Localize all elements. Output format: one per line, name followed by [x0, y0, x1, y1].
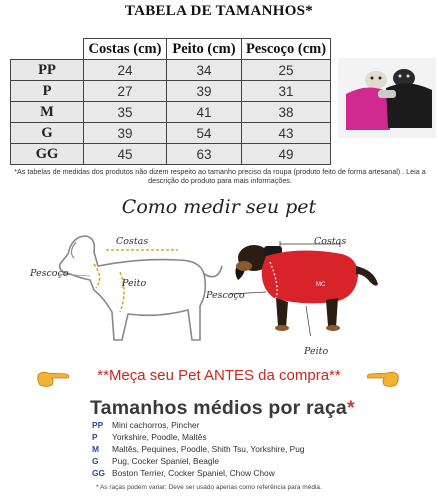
- breed-code: PP: [92, 420, 104, 430]
- table-row: P 27 39 31: [10, 80, 331, 102]
- header-peito: Peito (cm): [166, 38, 242, 60]
- svg-text:MC: MC: [316, 282, 326, 288]
- table-cell: 39: [83, 122, 167, 144]
- breed-text: Mini cachorros, Pincher: [112, 420, 200, 430]
- diagram-peito-label: Peito: [122, 278, 147, 289]
- size-label: PP: [10, 59, 84, 81]
- dog-head: [393, 69, 415, 87]
- size-label: M: [10, 101, 84, 123]
- table-cell: 43: [241, 122, 331, 144]
- table-cell: 24: [83, 59, 167, 81]
- table-cell: 31: [241, 80, 331, 102]
- how-to-title: Como medir seu pet: [121, 196, 317, 218]
- list-item: GG Boston Terrier, Cocker Spaniel, Chow C…: [92, 468, 275, 478]
- list-item: PP Mini cachorros, Pincher: [92, 420, 200, 430]
- dog-head: [365, 71, 387, 89]
- footnote: * As raças podem variar; Deve ser usado …: [96, 484, 322, 491]
- table-corner: [10, 38, 84, 60]
- size-table: Costas (cm) Peito (cm) Pescoço (cm) PP 2…: [10, 38, 331, 165]
- list-item: P Yorkshire, Poodle, Maltês: [92, 432, 207, 442]
- table-cell: 39: [166, 80, 242, 102]
- breed-text: Boston Terrier, Cocker Spaniel, Chow Cho…: [112, 468, 275, 478]
- table-cell: 25: [241, 59, 331, 81]
- breed-code: GG: [92, 468, 106, 478]
- breeds-title-text: Tamanhos médios por raça: [90, 397, 347, 419]
- table-cell: 38: [241, 101, 331, 123]
- table-cell: 35: [83, 101, 167, 123]
- header-costas: Costas (cm): [83, 38, 167, 60]
- photo-costas-label: Costas: [314, 236, 347, 247]
- photo-pescoco-label: Pescoço: [206, 290, 245, 301]
- size-label: P: [10, 80, 84, 102]
- photo-peito-label: Peito: [304, 346, 329, 357]
- pointing-hand-right-icon: [37, 371, 70, 387]
- header-pescoco: Pescoço (cm): [241, 38, 331, 60]
- breed-code: G: [92, 456, 99, 466]
- table-row: GG 45 63 49: [10, 143, 331, 165]
- table-cell: 34: [166, 59, 242, 81]
- breeds-title: Tamanhos médios por raça*: [90, 397, 355, 420]
- table-cell: 63: [166, 143, 242, 165]
- breed-text: Yorkshire, Poodle, Maltês: [112, 432, 207, 442]
- list-item: G Pug, Cocker Spaniel, Beagle: [92, 456, 219, 466]
- product-photo: [338, 58, 436, 138]
- breed-code: M: [92, 444, 99, 454]
- table-cell: 49: [241, 143, 331, 165]
- breeds-title-star: *: [346, 397, 355, 419]
- table-cell: 45: [83, 143, 167, 165]
- measure-warning: **Meça seu Pet ANTES da compra**: [97, 367, 341, 384]
- size-label: G: [10, 122, 84, 144]
- page-title: TABELA DE TAMANHOS*: [124, 3, 314, 19]
- breed-code: P: [92, 432, 98, 442]
- list-item: M Maltês, Pequines, Poodle, Shith Tsu, Yo…: [92, 444, 305, 454]
- table-cell: 27: [83, 80, 167, 102]
- size-label: GG: [10, 143, 84, 165]
- diagram-costas-label: Costas: [116, 236, 149, 247]
- black-sweater: [386, 83, 432, 128]
- disclaimer-text: *As tabelas de medidas dos produtos não …: [14, 167, 426, 185]
- table-row: PP 24 34 25: [10, 59, 331, 81]
- table-cell: 54: [166, 122, 242, 144]
- pink-sweater: [346, 87, 390, 130]
- dog-photo: MC: [230, 241, 378, 336]
- breed-text: Maltês, Pequines, Poodle, Shith Tsu, Yor…: [112, 444, 305, 454]
- pointing-hand-left-icon: [366, 371, 399, 387]
- size-table-header: Costas (cm) Peito (cm) Pescoço (cm): [10, 38, 331, 60]
- dog-outline-diagram: [57, 235, 223, 341]
- breed-text: Pug, Cocker Spaniel, Beagle: [112, 456, 220, 466]
- table-row: M 35 41 38: [10, 101, 331, 123]
- table-row: G 39 54 43: [10, 122, 331, 144]
- table-cell: 41: [166, 101, 242, 123]
- diagram-pescoco-label: Pescoço: [30, 268, 69, 279]
